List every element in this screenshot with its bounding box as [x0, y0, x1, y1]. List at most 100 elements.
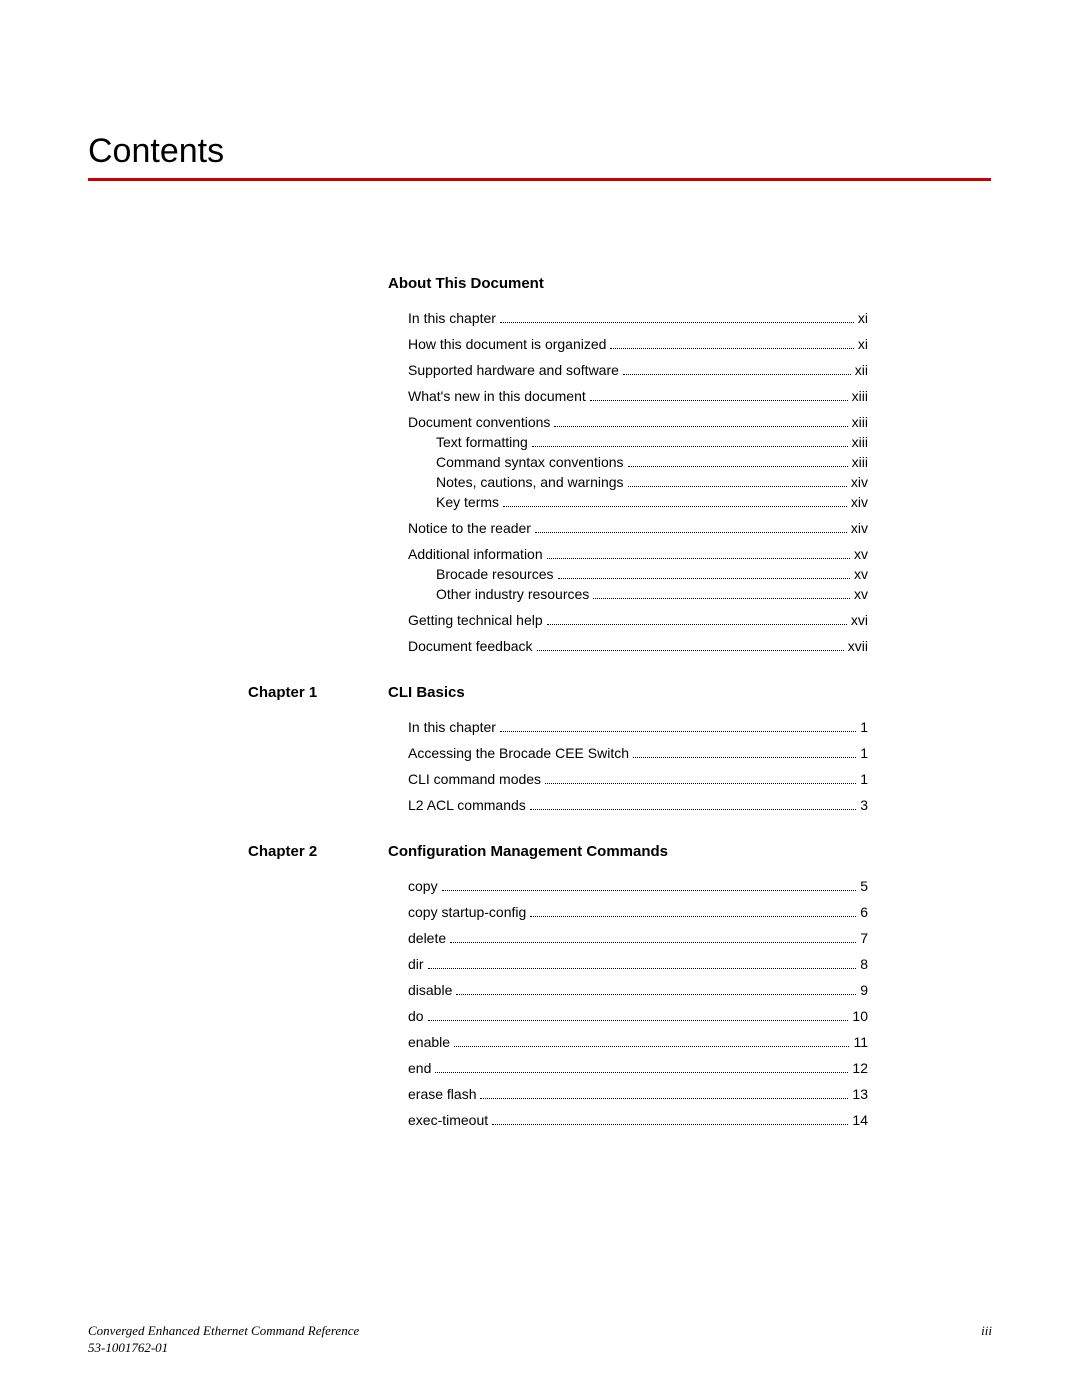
- toc-entry-page: xv: [854, 546, 868, 562]
- toc-entry[interactable]: Command syntax conventionsxiii: [436, 454, 868, 470]
- toc-entry-page: 7: [860, 930, 868, 946]
- toc-entry[interactable]: In this chapter xi: [408, 310, 868, 326]
- toc-leader-dots: [492, 1124, 848, 1125]
- chapter-label: [248, 275, 388, 292]
- toc-entry-text: Accessing the Brocade CEE Switch: [408, 745, 629, 761]
- toc-entry-page: xiv: [851, 474, 868, 490]
- toc-entry[interactable]: copy5: [408, 878, 868, 894]
- toc-entry[interactable]: CLI command modes 1: [408, 771, 868, 787]
- toc-entry[interactable]: Key termsxiv: [436, 494, 868, 510]
- toc-entry-page: xv: [854, 566, 868, 582]
- toc-entry[interactable]: do10: [408, 1008, 868, 1024]
- toc-entry-page: 1: [860, 771, 868, 787]
- toc-leader-dots: [628, 466, 848, 467]
- toc-entry[interactable]: erase flash 13: [408, 1086, 868, 1102]
- toc-entry-page: xiii: [852, 454, 868, 470]
- page-title: Contents: [88, 132, 224, 171]
- toc-entry[interactable]: What's new in this document xiii: [408, 388, 868, 404]
- toc-entry[interactable]: enable11: [408, 1034, 868, 1050]
- toc-entry[interactable]: dir 8: [408, 956, 868, 972]
- toc-leader-dots: [530, 809, 856, 810]
- footer-page-number: iii: [981, 1323, 992, 1339]
- toc-entry-page: 9: [860, 982, 868, 998]
- toc-leader-dots: [530, 916, 856, 917]
- section-title: CLI Basics: [388, 684, 465, 701]
- toc-leader-dots: [503, 506, 847, 507]
- toc-entry-text: enable: [408, 1034, 450, 1050]
- toc-container: About This DocumentIn this chapterxiHow …: [248, 275, 868, 1158]
- toc-entry[interactable]: Supported hardware and software xii: [408, 362, 868, 378]
- toc-entry-page: 13: [852, 1086, 868, 1102]
- toc-leader-dots: [456, 994, 856, 995]
- toc-leader-dots: [547, 624, 847, 625]
- toc-entry[interactable]: Notes, cautions, and warnings xiv: [436, 474, 868, 490]
- section-title: About This Document: [388, 275, 544, 292]
- toc-entry-page: 5: [860, 878, 868, 894]
- toc-entry[interactable]: delete 7: [408, 930, 868, 946]
- toc-entry[interactable]: Notice to the readerxiv: [408, 520, 868, 536]
- toc-entry[interactable]: Accessing the Brocade CEE Switch1: [408, 745, 868, 761]
- toc-leader-dots: [500, 322, 854, 323]
- toc-leader-dots: [545, 783, 856, 784]
- toc-leader-dots: [547, 558, 850, 559]
- toc-entry-page: 8: [860, 956, 868, 972]
- toc-entry[interactable]: exec-timeout 14: [408, 1112, 868, 1128]
- toc-entry-page: 14: [852, 1112, 868, 1128]
- toc-leader-dots: [428, 968, 857, 969]
- toc-leader-dots: [428, 1020, 849, 1021]
- section-heading-row: Chapter 2Configuration Management Comman…: [248, 843, 868, 860]
- toc-entry-page: xi: [858, 336, 868, 352]
- toc-entry-page: xii: [855, 362, 868, 378]
- toc-leader-dots: [628, 486, 847, 487]
- toc-entry-text: Brocade resources: [436, 566, 554, 582]
- toc-entry-page: 10: [852, 1008, 868, 1024]
- toc-entry[interactable]: Text formatting xiii: [436, 434, 868, 450]
- toc-entry-text: Getting technical help: [408, 612, 543, 628]
- toc-entry-text: Additional information: [408, 546, 543, 562]
- toc-entry-text: erase flash: [408, 1086, 476, 1102]
- toc-entry-text: Notice to the reader: [408, 520, 531, 536]
- toc-entry-text: Document feedback: [408, 638, 533, 654]
- toc-entry[interactable]: How this document is organizedxi: [408, 336, 868, 352]
- toc-entry[interactable]: Getting technical helpxvi: [408, 612, 868, 628]
- toc-entries: copy5 copy startup-config 6 delete 7 dir 8 disa…: [408, 878, 868, 1128]
- toc-entry-page: xiii: [852, 414, 868, 430]
- toc-entry-page: xv: [854, 586, 868, 602]
- section-heading-row: Chapter 1CLI Basics: [248, 684, 868, 701]
- chapter-label: Chapter 1: [248, 684, 388, 701]
- toc-entry-page: 3: [860, 797, 868, 813]
- toc-entry[interactable]: Document conventionsxiii: [408, 414, 868, 430]
- toc-entry-page: xi: [858, 310, 868, 326]
- toc-entry[interactable]: copy startup-config 6: [408, 904, 868, 920]
- toc-leader-dots: [450, 942, 856, 943]
- toc-entry[interactable]: Other industry resourcesxv: [436, 586, 868, 602]
- title-rule: [88, 178, 991, 181]
- toc-entry-text: dir: [408, 956, 424, 972]
- toc-section: Chapter 2Configuration Management Comman…: [248, 843, 868, 1128]
- toc-entry[interactable]: Brocade resources xv: [436, 566, 868, 582]
- toc-entry-text: delete: [408, 930, 446, 946]
- toc-entry[interactable]: L2 ACL commands3: [408, 797, 868, 813]
- toc-leader-dots: [623, 374, 851, 375]
- toc-entry-text: CLI command modes: [408, 771, 541, 787]
- toc-entry-page: xiii: [852, 388, 868, 404]
- toc-leader-dots: [435, 1072, 848, 1073]
- toc-entry-text: Notes, cautions, and warnings: [436, 474, 624, 490]
- toc-entry-page: 6: [860, 904, 868, 920]
- toc-entry-text: copy startup-config: [408, 904, 526, 920]
- toc-entry[interactable]: Document feedbackxvii: [408, 638, 868, 654]
- toc-entry[interactable]: In this chapter1: [408, 719, 868, 735]
- toc-leader-dots: [535, 532, 847, 533]
- toc-entry[interactable]: disable9: [408, 982, 868, 998]
- toc-leader-dots: [537, 650, 844, 651]
- toc-entry-text: exec-timeout: [408, 1112, 488, 1128]
- toc-leader-dots: [500, 731, 856, 732]
- toc-entry[interactable]: Additional information xv: [408, 546, 868, 562]
- toc-entry-text: In this chapter: [408, 310, 496, 326]
- toc-entry-text: Supported hardware and software: [408, 362, 619, 378]
- toc-entry-page: xiii: [852, 434, 868, 450]
- toc-entry-text: What's new in this document: [408, 388, 586, 404]
- toc-entry-text: Key terms: [436, 494, 499, 510]
- toc-entry[interactable]: end12: [408, 1060, 868, 1076]
- toc-entry-text: Text formatting: [436, 434, 528, 450]
